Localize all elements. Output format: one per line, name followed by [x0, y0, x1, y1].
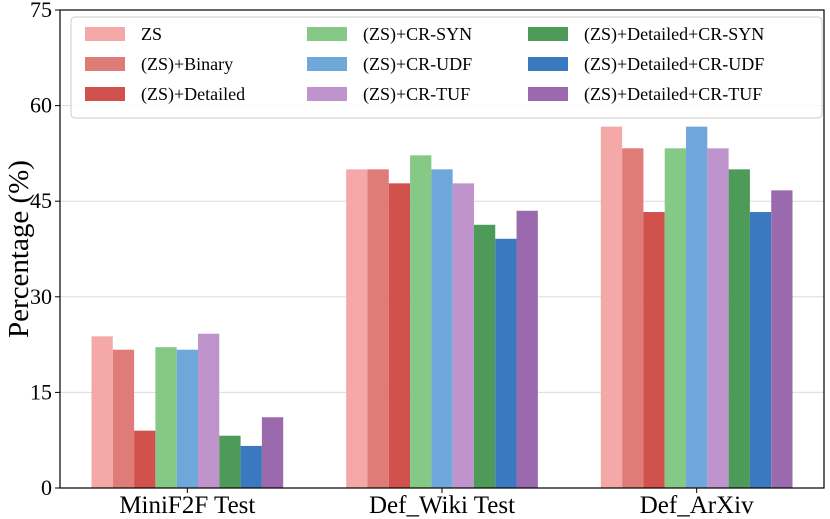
bar — [771, 190, 793, 488]
bars-group — [91, 126, 793, 489]
y-tick-label: 45 — [30, 188, 52, 213]
x-axis-ticks: MiniF2F Test Def_Wiki Test Def_ArXiv — [119, 488, 754, 519]
legend-swatch — [528, 87, 568, 101]
bar — [600, 126, 623, 488]
bar — [622, 148, 644, 488]
bar — [686, 126, 708, 488]
legend-label: (ZS)+Detailed — [141, 84, 245, 105]
legend-box — [70, 16, 823, 119]
x-tick-label: Def_Wiki Test — [369, 492, 515, 519]
legend-swatch — [85, 57, 125, 71]
y-axis-ticks: 0 15 30 45 60 75 — [30, 0, 60, 500]
bar — [112, 349, 135, 488]
legend-swatch — [307, 27, 347, 41]
y-tick-label: 15 — [30, 379, 52, 404]
bar — [197, 333, 220, 488]
bar — [346, 169, 368, 489]
bar — [431, 169, 453, 489]
y-tick-label: 60 — [30, 93, 52, 118]
bar — [516, 210, 538, 488]
legend-swatch — [528, 27, 568, 41]
x-tick-label: MiniF2F Test — [119, 492, 255, 519]
legend-swatch — [85, 87, 125, 101]
bar — [155, 347, 177, 488]
bar — [749, 212, 772, 488]
y-tick-label: 0 — [41, 475, 52, 500]
legend-label: (ZS)+CR-TUF — [363, 84, 470, 105]
bar — [91, 336, 113, 488]
bar — [728, 169, 750, 489]
bar — [410, 155, 432, 488]
bar — [452, 183, 474, 488]
legend-label: (ZS)+Detailed+CR-SYN — [584, 24, 764, 45]
bar — [134, 430, 156, 488]
bar — [219, 435, 241, 488]
legend-swatch — [307, 87, 347, 101]
legend-label: (ZS)+Binary — [141, 54, 233, 75]
legend-label: (ZS)+Detailed+CR-UDF — [584, 54, 764, 75]
legend-swatch — [307, 57, 347, 71]
legend-swatch — [85, 27, 125, 41]
bar — [388, 183, 411, 488]
bar — [367, 169, 389, 489]
bar — [664, 148, 687, 488]
bar — [176, 349, 198, 488]
bar — [240, 445, 262, 488]
legend-label: (ZS)+Detailed+CR-TUF — [584, 84, 762, 105]
bar — [643, 212, 665, 488]
bar — [473, 224, 496, 489]
bar — [495, 238, 517, 488]
legend-swatch — [528, 57, 568, 71]
bar — [261, 417, 284, 488]
legend-label: ZS — [141, 24, 162, 44]
legend-label: (ZS)+CR-SYN — [363, 24, 472, 45]
x-tick-label: Def_ArXiv — [640, 492, 754, 519]
y-tick-label: 30 — [30, 284, 52, 309]
legend: ZS (ZS)+Binary (ZS)+Detailed (ZS)+CR-SYN (ZS… — [70, 16, 823, 119]
y-tick-label: 75 — [30, 0, 52, 22]
bar — [707, 148, 729, 488]
legend-label: (ZS)+CR-UDF — [363, 54, 472, 75]
y-axis-title: Percentage (%) — [3, 160, 35, 338]
